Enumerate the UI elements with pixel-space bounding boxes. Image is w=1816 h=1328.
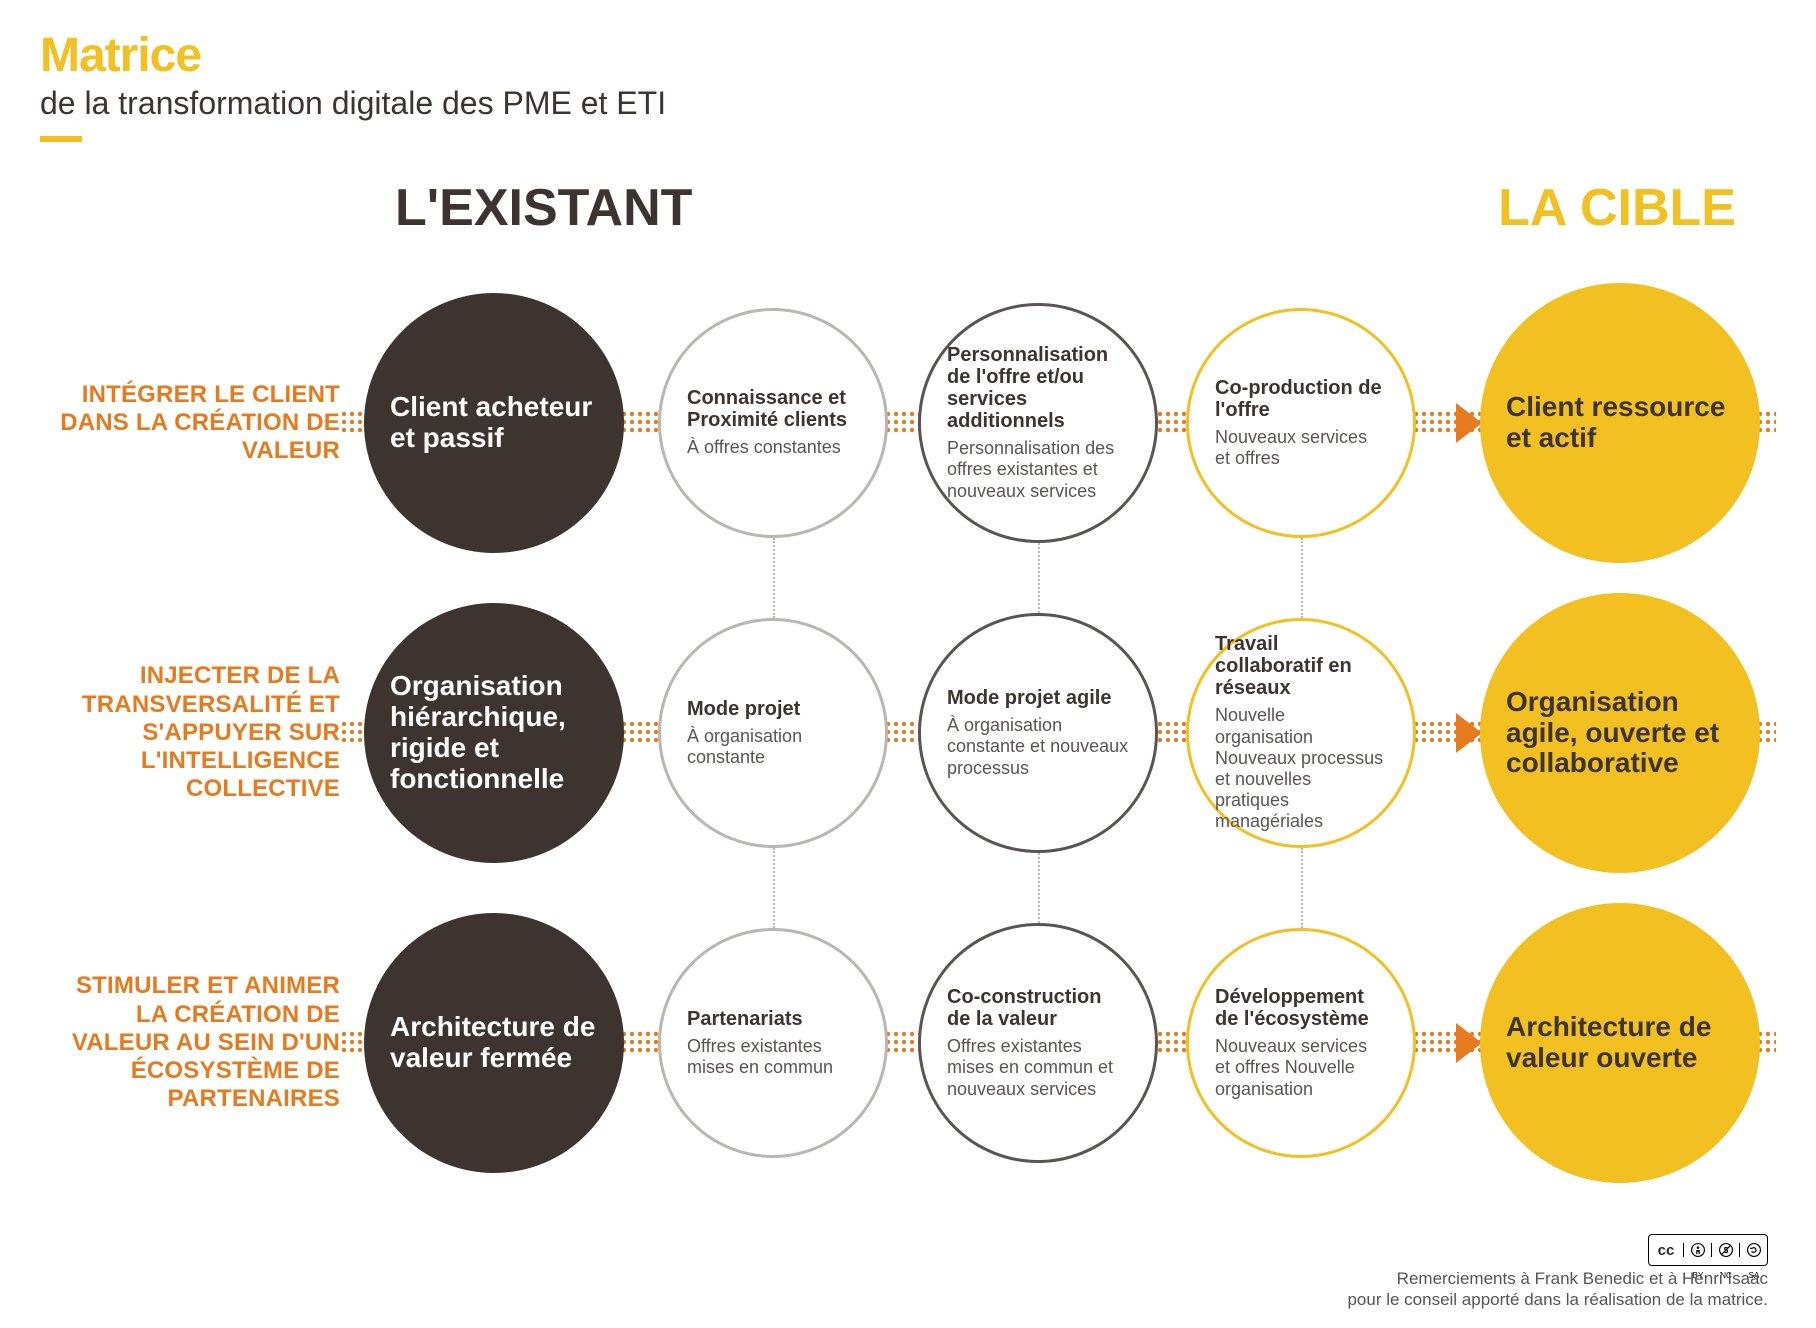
- column-header-right: LA CIBLE: [1498, 178, 1736, 238]
- column-headers: L'EXISTANT LA CIBLE: [40, 178, 1776, 268]
- row-label: INTÉGRER LE CLIENT DANS LA CRÉATION DE V…: [40, 268, 340, 578]
- cc-sa-icon: [1739, 1243, 1767, 1257]
- circle-title: Développement de l'écosystème: [1215, 986, 1387, 1030]
- circle-existant: Client acheteur et passif: [364, 293, 624, 553]
- circle-existant: Organisation hiérarchique, rigide et fon…: [364, 603, 624, 863]
- title-main: Matrice: [40, 28, 1776, 83]
- circle-title: Mode projet: [687, 698, 859, 720]
- cc-icon: cc: [1649, 1242, 1683, 1259]
- circle-existant: Architecture de valeur fermée: [364, 913, 624, 1173]
- arrowhead-icon: [1456, 403, 1482, 443]
- circle-subtitle: Nouveaux services et offres Nouvelle org…: [1215, 1036, 1387, 1100]
- credit-text: Remerciements à Frank Benedic et à Henri…: [1347, 1268, 1768, 1311]
- circle-step: Développement de l'écosystème Nouveaux s…: [1186, 928, 1416, 1158]
- row-label: STIMULER ET ANIMER LA CRÉATION DE VALEUR…: [40, 888, 340, 1198]
- circle-subtitle: À organisation constante et nouveaux pro…: [947, 715, 1129, 779]
- circle-step: Mode projet agile À organisation constan…: [918, 613, 1158, 853]
- circle-title: Client ressource et actif: [1506, 392, 1734, 454]
- circle-step: Connaissance et Proximité clients À offr…: [658, 308, 888, 538]
- circle-title: Organisation agile, ouverte et collabora…: [1506, 687, 1734, 779]
- circle-title: Co-construction de la valeur: [947, 986, 1129, 1030]
- circle-title: Client acheteur et passif: [390, 392, 598, 454]
- cc-nc-icon: $: [1711, 1243, 1739, 1257]
- dotted-connector: [1038, 853, 1040, 923]
- matrix-row: INTÉGRER LE CLIENT DANS LA CRÉATION DE V…: [40, 268, 1776, 578]
- circle-subtitle: Offres existantes mises en commun: [687, 1036, 859, 1078]
- arrowhead-icon: [1456, 1023, 1482, 1063]
- dotted-connector: [1301, 538, 1303, 618]
- row-label-text: INTÉGRER LE CLIENT DANS LA CRÉATION DE V…: [40, 381, 340, 466]
- circle-cible: Architecture de valeur ouverte: [1480, 903, 1760, 1183]
- row-label: INJECTER DE LA TRANSVERSALITÉ ET S'APPUY…: [40, 578, 340, 888]
- circle-cible: Organisation agile, ouverte et collabora…: [1480, 593, 1760, 873]
- page-title: Matrice de la transformation digitale de…: [40, 28, 1776, 142]
- dotted-connector: [1301, 848, 1303, 928]
- credit-line: Remerciements à Frank Benedic et à Henri…: [1347, 1268, 1768, 1289]
- circle-subtitle: Nouvelle organisation Nouveaux processus…: [1215, 705, 1387, 832]
- circle-subtitle: Nouveaux services et offres: [1215, 427, 1387, 469]
- circle-title: Travail collaboratif en réseaux: [1215, 633, 1387, 699]
- row-label-text: STIMULER ET ANIMER LA CRÉATION DE VALEUR…: [40, 972, 340, 1114]
- cc-by-icon: [1683, 1243, 1711, 1257]
- circle-step: Personnalisation de l'offre et/ou servic…: [918, 303, 1158, 543]
- circle-title: Partenariats: [687, 1008, 859, 1030]
- dotted-connector: [773, 848, 775, 928]
- circle-step: Partenariats Offres existantes mises en …: [658, 928, 888, 1158]
- dotted-connector: [1038, 543, 1040, 613]
- title-sub: de la transformation digitale des PME et…: [40, 85, 1776, 122]
- circle-step: Mode projet À organisation constante: [658, 618, 888, 848]
- cc-license-badge: cc $: [1648, 1234, 1768, 1266]
- circle-title: Architecture de valeur fermée: [390, 1012, 598, 1074]
- circle-step: Co-construction de la valeur Offres exis…: [918, 923, 1158, 1163]
- matrix: INTÉGRER LE CLIENT DANS LA CRÉATION DE V…: [40, 268, 1776, 1198]
- circle-step: Co-production de l'offre Nouveaux servic…: [1186, 308, 1416, 538]
- circle-subtitle: Personnalisation des offres existantes e…: [947, 438, 1129, 502]
- circle-title: Architecture de valeur ouverte: [1506, 1012, 1734, 1074]
- row-label-text: INJECTER DE LA TRANSVERSALITÉ ET S'APPUY…: [40, 662, 340, 804]
- circle-title: Co-production de l'offre: [1215, 377, 1387, 421]
- circle-subtitle: À organisation constante: [687, 726, 859, 768]
- arrowhead-icon: [1456, 713, 1482, 753]
- circle-title: Connaissance et Proximité clients: [687, 387, 859, 431]
- circle-subtitle: À offres constantes: [687, 437, 859, 458]
- matrix-row: STIMULER ET ANIMER LA CRÉATION DE VALEUR…: [40, 888, 1776, 1198]
- dotted-connector: [773, 538, 775, 618]
- credit-line: pour le conseil apporté dans la réalisat…: [1347, 1289, 1768, 1310]
- circle-subtitle: Offres existantes mises en commun et nou…: [947, 1036, 1129, 1100]
- circle-title: Personnalisation de l'offre et/ou servic…: [947, 344, 1129, 432]
- circle-title: Organisation hiérarchique, rigide et fon…: [390, 671, 598, 794]
- matrix-row: INJECTER DE LA TRANSVERSALITÉ ET S'APPUY…: [40, 578, 1776, 888]
- column-header-left: L'EXISTANT: [395, 178, 692, 238]
- circle-cible: Client ressource et actif: [1480, 283, 1760, 563]
- title-rule: [40, 136, 82, 142]
- circle-step: Travail collaboratif en réseaux Nouvelle…: [1186, 618, 1416, 848]
- circle-title: Mode projet agile: [947, 687, 1129, 709]
